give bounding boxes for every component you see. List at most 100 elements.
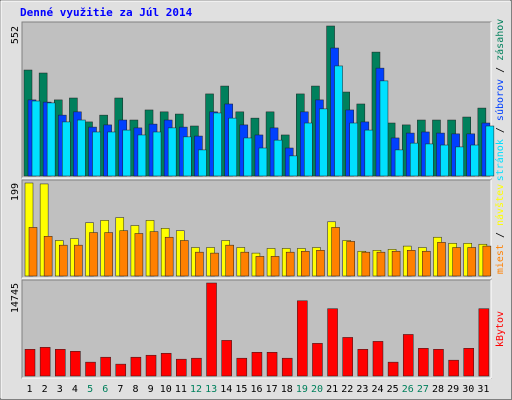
legend-separator: / — [495, 61, 506, 79]
bar — [301, 250, 310, 277]
x-tick-label: 19 — [296, 384, 308, 395]
bar — [183, 136, 192, 177]
bar — [342, 337, 353, 377]
bar — [285, 251, 295, 277]
bar — [448, 359, 459, 377]
bar — [467, 247, 476, 277]
bar — [327, 308, 338, 377]
x-tick-label: 23 — [356, 384, 368, 395]
bar — [195, 251, 204, 277]
bar — [122, 129, 132, 177]
bar — [485, 125, 495, 177]
x-tick-label: 12 — [190, 384, 202, 395]
bar — [225, 244, 234, 277]
bar — [312, 343, 323, 377]
bar — [273, 139, 283, 177]
legend-entry: stránok — [494, 139, 506, 181]
bar — [164, 236, 174, 277]
bar — [297, 300, 308, 377]
bar — [31, 100, 41, 177]
bar — [255, 256, 265, 277]
bar — [452, 247, 461, 277]
bar — [406, 250, 416, 277]
bar — [376, 251, 386, 277]
bar — [258, 147, 268, 177]
bar — [243, 137, 253, 177]
bar — [349, 122, 358, 177]
x-tick-label: 3 — [57, 384, 63, 395]
x-tick-label: 10 — [160, 384, 172, 395]
bar — [364, 129, 374, 177]
bar — [319, 108, 328, 177]
bar — [145, 354, 157, 377]
bar — [43, 236, 53, 277]
chart-title: Denné využitie za Júl 2014 — [20, 6, 193, 19]
bar — [455, 146, 464, 177]
legend: miest / návštev — [494, 184, 506, 274]
bar — [228, 117, 237, 177]
x-tick-label: 7 — [117, 384, 123, 395]
x-tick-label: 24 — [372, 384, 384, 395]
bar — [70, 351, 81, 377]
x-tick-label: 27 — [417, 384, 429, 395]
bar — [221, 340, 232, 377]
legend-entry: zásahov — [494, 19, 506, 61]
bar — [62, 121, 71, 177]
x-tick-label: 14 — [220, 384, 232, 395]
bar — [251, 351, 263, 377]
y-tick-label: 199 — [10, 183, 21, 201]
bar — [478, 308, 490, 377]
legend-separator: / — [495, 121, 506, 139]
legend-entry: návštev — [494, 184, 506, 226]
x-tick-label: 4 — [72, 384, 78, 395]
bar — [210, 252, 219, 277]
x-tick-label: 6 — [102, 384, 108, 395]
bar — [236, 357, 248, 377]
bar — [409, 142, 419, 177]
bar — [176, 358, 187, 377]
bar — [418, 348, 429, 377]
bar — [402, 334, 414, 377]
bar — [198, 149, 207, 177]
x-tick-label: 17 — [266, 384, 278, 395]
legend-entry: súborov — [494, 79, 506, 121]
bar — [92, 131, 101, 177]
x-tick-label: 20 — [311, 384, 323, 395]
bar — [191, 357, 202, 377]
x-tick-label: 25 — [387, 384, 399, 395]
legend-separator: / — [495, 226, 506, 244]
legend-entry: miest — [495, 244, 506, 274]
bar — [119, 230, 129, 277]
y-tick-label: 14745 — [10, 283, 21, 313]
bar — [46, 102, 56, 177]
x-tick-label: 11 — [175, 384, 187, 395]
x-tick-label: 5 — [87, 384, 93, 395]
x-tick-label: 8 — [132, 384, 138, 395]
bar — [39, 347, 51, 377]
bar — [100, 356, 111, 377]
x-tick-label: 28 — [432, 384, 444, 395]
x-tick-label: 9 — [148, 384, 154, 395]
bar — [266, 351, 278, 377]
bar — [433, 349, 444, 377]
bar — [331, 227, 340, 277]
bar — [213, 112, 222, 177]
bar — [85, 361, 96, 377]
bar — [394, 149, 404, 177]
bar — [361, 251, 371, 277]
bar — [149, 231, 159, 277]
x-tick-label: 13 — [205, 384, 217, 395]
y-tick-label: 552 — [10, 26, 21, 44]
bar — [391, 250, 401, 277]
bar — [346, 241, 355, 277]
legend: kBytov — [495, 311, 506, 347]
bar — [55, 349, 66, 377]
bar — [104, 232, 113, 277]
bar — [387, 361, 399, 377]
bar — [379, 80, 389, 177]
bar — [470, 144, 479, 177]
x-tick-label: 31 — [477, 384, 489, 395]
bar — [422, 250, 431, 277]
